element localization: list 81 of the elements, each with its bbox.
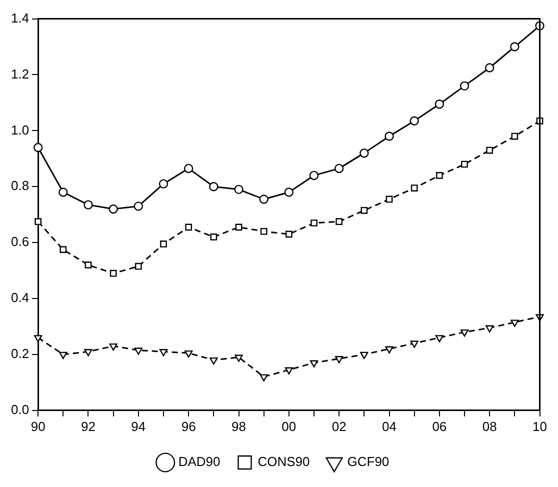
point [185,224,192,231]
point [434,100,444,109]
point [108,204,118,214]
point [284,367,293,374]
x-tick-label: 10 [532,418,548,434]
point [435,335,444,342]
point [109,343,118,351]
point [285,230,292,238]
point [510,320,519,327]
point [360,148,369,158]
point [335,356,344,364]
point [33,142,43,152]
point [58,188,68,197]
point [386,196,393,203]
point [436,172,443,179]
point [234,354,243,362]
point [158,179,168,188]
point [134,202,144,211]
legend-label: GCF90 [347,454,390,470]
x-tick-label: 94 [131,418,146,434]
point [160,240,167,248]
x-tick-label: 98 [232,418,246,434]
x-tick-label: 00 [282,418,296,434]
point [84,349,92,356]
point [410,116,419,126]
point [461,160,468,168]
y-tick-label: 0.2 [10,346,30,362]
point [260,228,268,235]
y-tick-label: 0.8 [10,178,30,194]
y-tick-label: 1.0 [10,122,30,138]
point [134,348,142,355]
point [334,164,344,174]
point [485,63,494,72]
x-tick-label: 08 [482,418,497,434]
x-tick-label: 90 [30,418,46,434]
point [84,200,93,210]
point [410,184,418,192]
point [360,352,368,360]
legend-label: DAD90 [178,454,220,470]
point [486,146,494,154]
x-tick-label: 04 [382,418,396,434]
x-tick-label: 06 [432,418,447,434]
y-tick-label: 0.0 [10,402,30,417]
point [384,132,394,141]
point [336,218,343,226]
point [511,132,518,140]
point [234,184,244,194]
point [260,374,268,382]
point [210,357,218,365]
point [184,350,193,358]
point [309,170,319,180]
point [134,262,142,270]
point [259,194,268,204]
point [159,349,168,356]
y-tick-label: 0.4 [10,290,30,306]
x-tick-label: 02 [332,418,346,434]
legend-label: CONS90 [258,454,310,470]
point [210,234,218,240]
y-tick-label: 1.2 [10,66,30,82]
point [34,218,42,226]
point [110,270,117,277]
point [460,329,469,337]
point [385,346,394,354]
point [184,164,194,174]
point [310,220,318,226]
x-tick-label: 92 [81,418,96,434]
y-tick-label: 1.4 [10,10,30,26]
point [360,206,368,214]
x-tick-label: 96 [181,418,196,434]
point [84,262,92,268]
point [486,325,494,332]
point [284,188,294,197]
point [209,182,218,192]
y-tick-label: 0.6 [10,234,30,250]
point [310,360,318,368]
point [510,42,520,52]
point [460,81,470,91]
point [235,224,242,231]
point [60,246,67,253]
point [410,340,418,348]
point [59,352,68,360]
